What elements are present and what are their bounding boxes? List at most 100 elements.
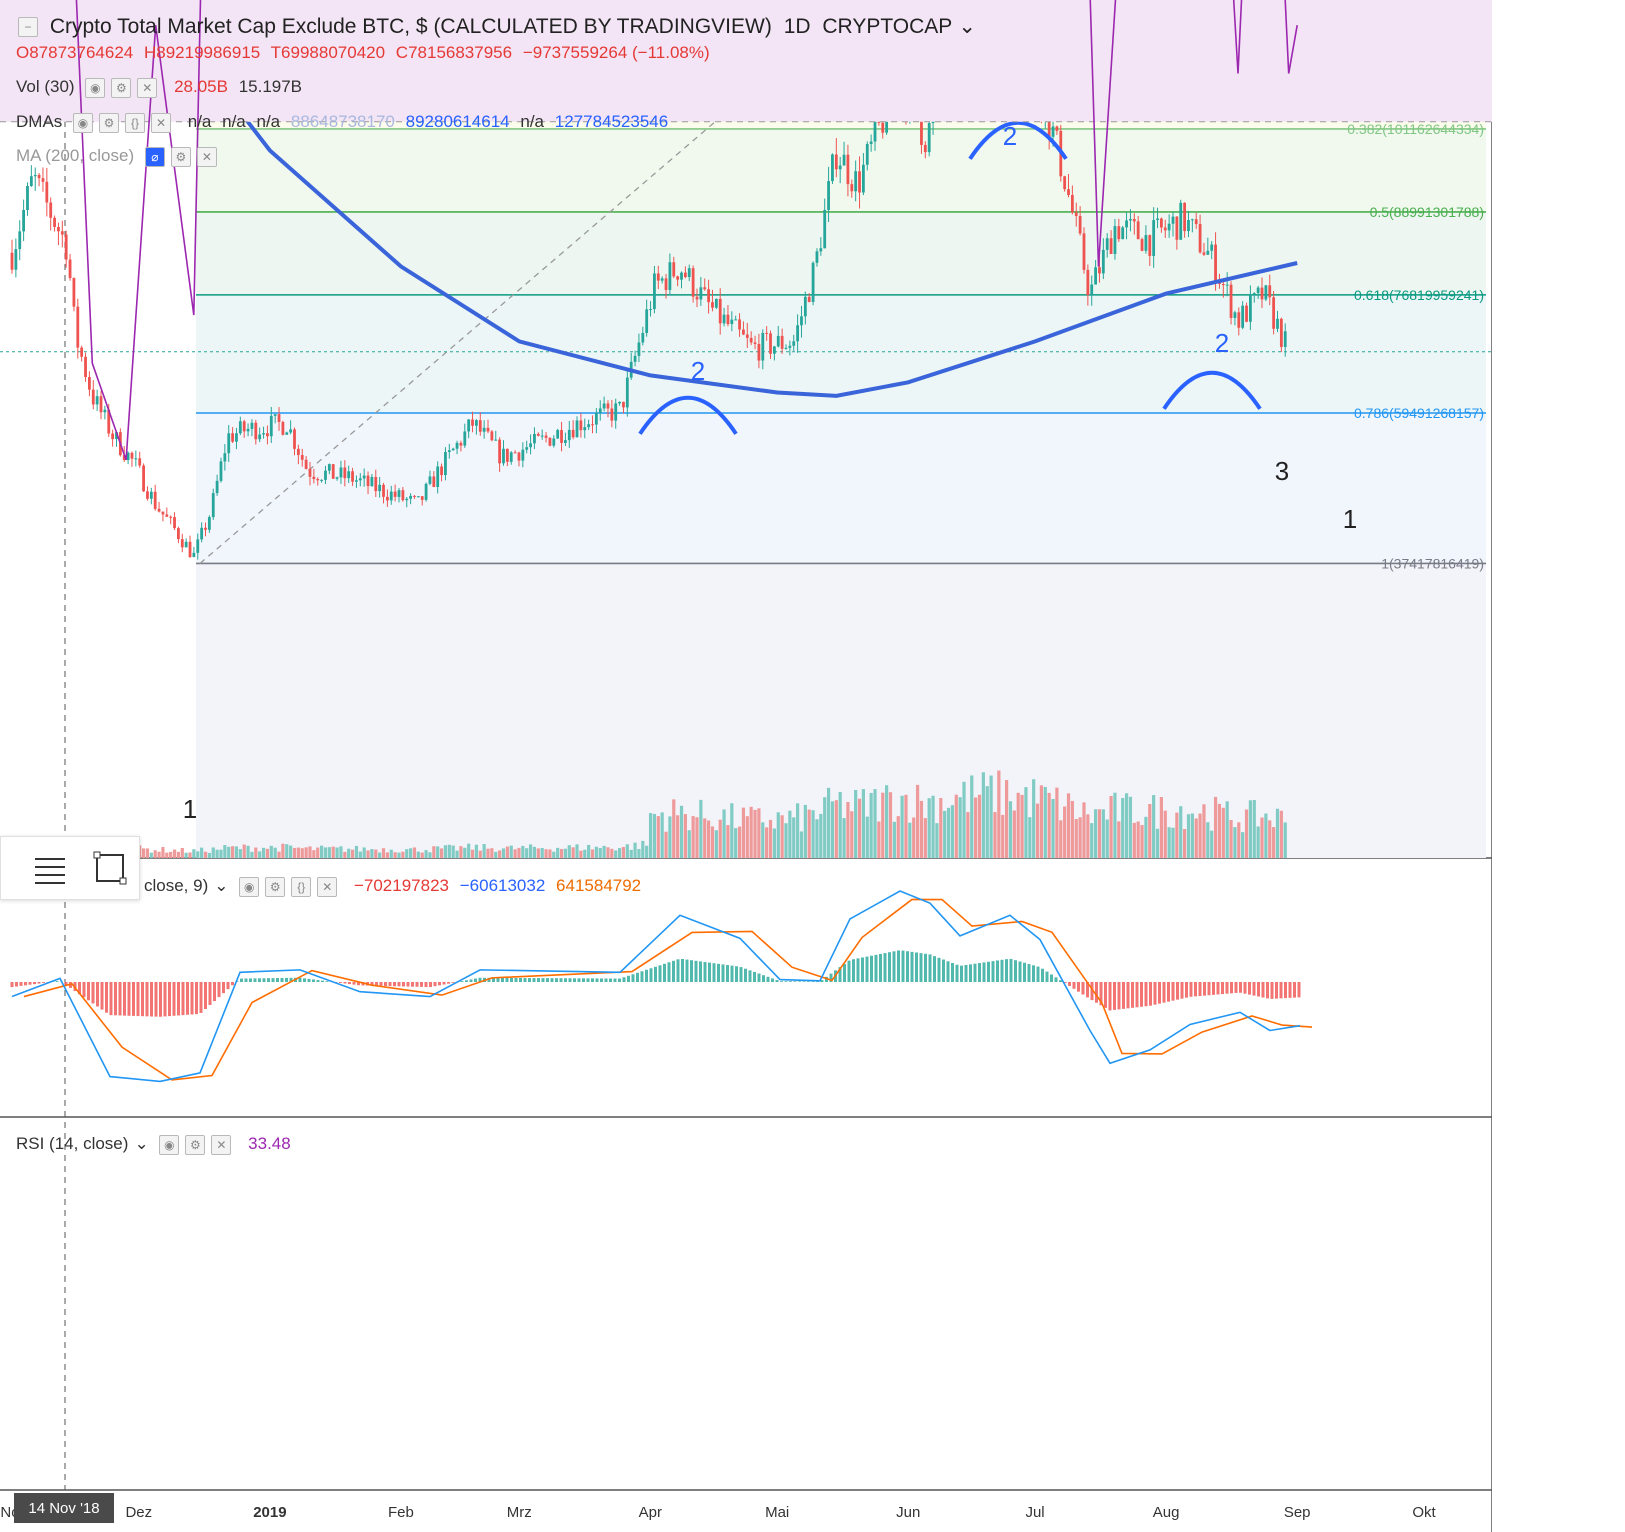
dmas-label[interactable]: DMAs <box>16 112 63 131</box>
chevron-down-icon[interactable]: ⌄ <box>214 876 229 895</box>
volume-bar <box>343 851 347 858</box>
volume-bar <box>772 828 776 858</box>
volume-bar <box>784 823 788 858</box>
volume-bar <box>370 849 374 858</box>
dmas-legend[interactable]: DMAs ◉ ⚙{} ✕ n/a n/a n/a 88648738170 89280… <box>16 112 674 133</box>
ma200-label[interactable]: MA (200, close) <box>16 146 135 165</box>
eye-icon[interactable]: ◉ <box>239 876 260 897</box>
hidden-eye-icon[interactable]: ⌀ <box>144 146 165 167</box>
volume-bar <box>528 844 533 858</box>
volume-bar <box>869 792 873 858</box>
volume-bar <box>1121 798 1125 858</box>
ma200-legend[interactable]: MA (200, close) ⌀ ⚙ ✕ <box>16 146 229 167</box>
volume-ma-value: 15.197B <box>238 77 303 96</box>
volume-bar <box>227 846 231 858</box>
rsi-label[interactable]: RSI (14, close) <box>16 1134 129 1153</box>
macd-histogram-bar <box>172 982 176 1016</box>
volume-bar <box>575 844 579 858</box>
rectangle-tool-icon[interactable] <box>89 847 131 889</box>
volume-bar <box>1225 801 1229 858</box>
candle-body <box>1233 312 1237 318</box>
candle-body <box>1214 244 1217 283</box>
close-icon[interactable]: ✕ <box>137 77 158 98</box>
gear-icon[interactable]: ⚙ <box>111 77 132 98</box>
volume-bar <box>501 848 506 858</box>
volume-bar <box>997 770 1001 858</box>
gear-icon[interactable]: ⚙ <box>99 112 120 133</box>
volume-bar <box>316 847 320 858</box>
macd-histogram-bar <box>856 958 860 982</box>
candle-body <box>72 278 76 307</box>
macd-histogram-bar <box>942 959 945 982</box>
close-value: C78156837956 <box>395 43 513 62</box>
macd-label[interactable]: close, 9) <box>144 876 209 895</box>
volume-bar <box>974 797 978 858</box>
macd-histogram-bar <box>411 982 414 987</box>
candle-body <box>320 479 323 481</box>
macd-histogram-bar <box>784 981 788 982</box>
macd-histogram-bar <box>838 967 842 982</box>
macd-histogram-bar <box>771 978 774 982</box>
collapse-icon[interactable]: − <box>18 17 38 38</box>
menu-lines-icon[interactable] <box>29 847 71 889</box>
volume-bar <box>238 849 242 858</box>
candle-body <box>1194 219 1198 224</box>
close-icon[interactable]: ✕ <box>317 876 338 897</box>
chart-interval[interactable]: 1D <box>783 15 811 38</box>
volume-bar <box>149 852 153 858</box>
candle-body <box>165 514 169 517</box>
macd-histogram-bar <box>541 978 545 982</box>
macd-legend[interactable]: close, 9) ⌄ ◉ ⚙{} ✕ −702197823 −60613032 64… <box>144 876 647 897</box>
candle-body <box>281 422 285 435</box>
volume-label[interactable]: Vol (30) <box>16 77 75 96</box>
braces-icon[interactable]: {} <box>291 876 312 897</box>
rsi-legend[interactable]: RSI (14, close) ⌄ ◉ ⚙ ✕ 33.48 <box>16 1134 297 1155</box>
volume-bar <box>513 849 517 858</box>
volume-bar <box>1113 792 1117 858</box>
volume-bar <box>1032 779 1036 858</box>
candle-body <box>680 272 683 280</box>
volume-bar <box>1078 817 1082 858</box>
drawing-toolbox[interactable] <box>0 836 140 900</box>
chevron-down-icon[interactable]: ⌄ <box>958 15 976 38</box>
eye-icon[interactable]: ◉ <box>159 1134 180 1155</box>
volume-bar <box>761 822 765 858</box>
macd-histogram-bar <box>1158 982 1161 1004</box>
volume-bar <box>1008 801 1013 858</box>
macd-histogram-bar <box>420 982 423 987</box>
gear-icon[interactable]: ⚙ <box>185 1134 206 1155</box>
macd-histogram-bar <box>78 982 81 995</box>
macd-histogram-bar <box>600 978 603 982</box>
volume-bar <box>320 845 324 858</box>
eye-icon[interactable]: ◉ <box>85 77 106 98</box>
candle-body <box>99 396 103 413</box>
eye-icon[interactable]: ◉ <box>73 112 94 133</box>
macd-histogram-bar <box>375 982 378 986</box>
candle-body <box>1268 285 1272 298</box>
close-icon[interactable]: ✕ <box>196 146 217 167</box>
candle-body <box>792 341 796 346</box>
volume-legend[interactable]: Vol (30) ◉ ⚙ ✕ 28.05B 15.197B <box>16 77 308 98</box>
volume-bar <box>726 825 730 858</box>
candle-body <box>385 496 389 501</box>
gear-icon[interactable]: ⚙ <box>170 146 191 167</box>
volume-bar <box>1279 810 1283 858</box>
volume-bar <box>734 828 738 858</box>
close-icon[interactable]: ✕ <box>211 1134 232 1155</box>
volume-bar <box>409 848 413 858</box>
chart-symbol[interactable]: CRYPTOCAP <box>822 15 953 38</box>
candle-body <box>656 273 660 281</box>
chevron-down-icon[interactable]: ⌄ <box>134 1134 149 1153</box>
macd-histogram-bar <box>10 982 14 988</box>
volume-bar <box>323 847 328 858</box>
gear-icon[interactable]: ⚙ <box>265 876 286 897</box>
candle-body <box>455 442 459 449</box>
volume-bar <box>428 852 432 858</box>
macd-histogram-bar <box>667 962 671 982</box>
volume-bar <box>141 848 146 858</box>
close-icon[interactable]: ✕ <box>151 112 172 133</box>
candle-body <box>463 431 467 446</box>
braces-icon[interactable]: {} <box>125 112 146 133</box>
volume-bar <box>877 821 881 858</box>
